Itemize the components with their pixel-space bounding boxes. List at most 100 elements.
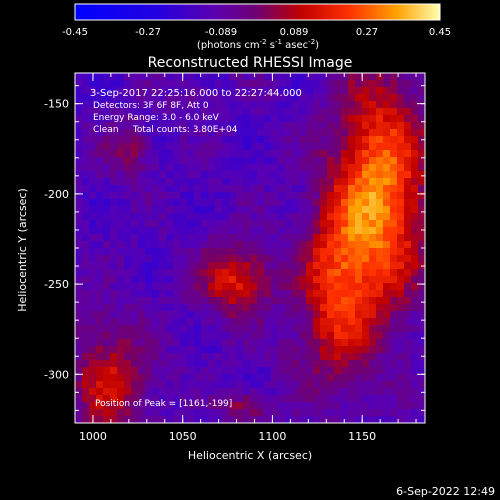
heatmap-cell (418, 276, 426, 284)
heatmap-cell (117, 241, 125, 249)
heatmap-cell (271, 409, 279, 417)
heatmap-cell (208, 80, 216, 88)
heatmap-cell (89, 311, 97, 319)
heatmap-cell (327, 136, 335, 144)
heatmap-cell (278, 192, 286, 200)
heatmap-cell (96, 108, 104, 116)
heatmap-cell (334, 388, 342, 396)
heatmap-cell (264, 220, 272, 228)
heatmap-cell (194, 416, 202, 424)
heatmap-cell (418, 367, 426, 375)
heatmap-cell (201, 311, 209, 319)
heatmap-cell (390, 360, 398, 368)
heatmap-cell (418, 381, 426, 389)
heatmap-cell (355, 402, 363, 410)
heatmap-cell (250, 185, 258, 193)
heatmap-cell (418, 374, 426, 382)
heatmap-cell (110, 213, 118, 221)
heatmap-cell (138, 220, 146, 228)
heatmap-cell (362, 269, 370, 277)
heatmap-cell (390, 129, 398, 137)
heatmap-cell (313, 262, 321, 270)
heatmap-cell (145, 115, 153, 123)
heatmap-cell (229, 122, 237, 130)
heatmap-cell (334, 381, 342, 389)
heatmap-cell (236, 262, 244, 270)
heatmap-cell (173, 157, 181, 165)
heatmap-cell (397, 388, 405, 396)
heatmap-cell (299, 129, 307, 137)
heatmap-cell (229, 367, 237, 375)
heatmap-cell (306, 248, 314, 256)
heatmap-cell (362, 241, 370, 249)
heatmap-cell (180, 171, 188, 179)
heatmap-cell (313, 164, 321, 172)
heatmap-cell (187, 262, 195, 270)
heatmap-cell (299, 178, 307, 186)
heatmap-cell (187, 360, 195, 368)
heatmap-cell (257, 206, 265, 214)
heatmap-cell (152, 220, 160, 228)
heatmap-cell (313, 318, 321, 326)
heatmap-cell (355, 171, 363, 179)
heatmap-cell (243, 346, 251, 354)
heatmap-cell (327, 241, 335, 249)
heatmap-cell (187, 157, 195, 165)
heatmap-cell (306, 178, 314, 186)
heatmap-cell (187, 241, 195, 249)
heatmap-cell (257, 220, 265, 228)
heatmap-cell (75, 409, 83, 417)
heatmap-cell (166, 122, 174, 130)
heatmap-cell (110, 262, 118, 270)
heatmap-cell (404, 136, 412, 144)
heatmap-cell (110, 185, 118, 193)
heatmap-cell (383, 150, 391, 158)
heatmap-cell (166, 171, 174, 179)
heatmap-cell (271, 374, 279, 382)
heatmap-cell (264, 402, 272, 410)
heatmap-cell (194, 395, 202, 403)
heatmap-cell (152, 115, 160, 123)
heatmap-cell (404, 80, 412, 88)
heatmap-cell (124, 311, 132, 319)
heatmap-cell (131, 262, 139, 270)
heatmap-cell (138, 269, 146, 277)
heatmap-cell (341, 325, 349, 333)
heatmap-cell (348, 262, 356, 270)
heatmap-cell (404, 192, 412, 200)
heatmap-cell (117, 73, 125, 81)
heatmap-cell (313, 304, 321, 312)
heatmap-cell (306, 276, 314, 284)
heatmap-cell (89, 94, 97, 102)
heatmap-cell (131, 143, 139, 151)
heatmap-cell (397, 297, 405, 305)
heatmap-cell (306, 290, 314, 298)
heatmap-cell (271, 227, 279, 235)
heatmap-cell (117, 360, 125, 368)
heatmap-cell (313, 346, 321, 354)
heatmap-cell (236, 395, 244, 403)
heatmap-cell (201, 115, 209, 123)
heatmap-cell (208, 416, 216, 424)
heatmap-cell (341, 388, 349, 396)
heatmap-cell (404, 248, 412, 256)
heatmap-cell (306, 115, 314, 123)
heatmap-cell (187, 388, 195, 396)
heatmap-cell (124, 220, 132, 228)
heatmap-cell (194, 234, 202, 242)
heatmap-cell (96, 150, 104, 158)
heatmap-cell (145, 241, 153, 249)
heatmap-cell (348, 248, 356, 256)
heatmap-cell (159, 381, 167, 389)
heatmap-cell (250, 262, 258, 270)
heatmap-cell (152, 381, 160, 389)
heatmap-cell (250, 374, 258, 382)
heatmap-cell (278, 297, 286, 305)
heatmap-cell (194, 318, 202, 326)
heatmap-cell (117, 248, 125, 256)
heatmap-cell (222, 353, 230, 361)
heatmap-cell (82, 94, 90, 102)
heatmap-cell (278, 157, 286, 165)
heatmap-cell (383, 346, 391, 354)
heatmap-cell (348, 206, 356, 214)
